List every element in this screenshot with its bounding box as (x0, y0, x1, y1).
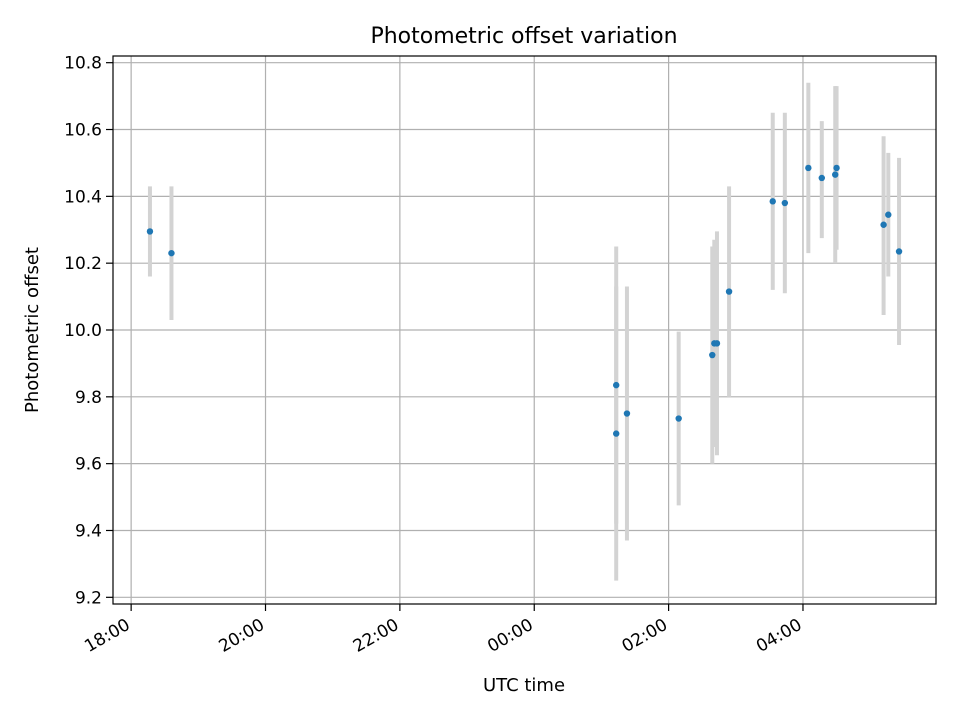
y-tick-label: 9.4 (75, 521, 102, 541)
chart-title: Photometric offset variation (370, 24, 677, 49)
data-point (885, 211, 892, 218)
data-point (832, 171, 839, 178)
y-axis-label: Photometric offset (22, 247, 43, 413)
data-point (623, 410, 631, 417)
data-point (725, 288, 733, 295)
data-point (713, 340, 721, 347)
data-point (781, 199, 789, 207)
y-tick-label: 10.0 (64, 321, 102, 341)
y-tick-label: 10.8 (64, 54, 102, 74)
data-point (613, 381, 620, 389)
y-axis: 9.2 9.4 9.6 9.8 10.0 10.2 10.4 10.6 10.8 (64, 54, 113, 608)
y-tick-label: 10.6 (64, 121, 102, 141)
data-point (168, 249, 175, 257)
y-tick-label: 10.4 (64, 187, 102, 207)
y-tick-label: 9.6 (75, 455, 102, 475)
data-point (613, 430, 620, 437)
x-axis-label: UTC time (483, 675, 565, 696)
data-point (709, 351, 716, 359)
data-point (769, 198, 776, 205)
y-tick-label: 10.2 (64, 254, 102, 274)
data-point (880, 221, 887, 228)
grid (113, 56, 936, 604)
y-tick-label: 9.2 (75, 588, 102, 608)
data-point (895, 248, 903, 255)
data-point (818, 174, 825, 182)
data-point (675, 415, 682, 422)
data-point (805, 164, 812, 172)
y-tick-label: 9.8 (75, 388, 102, 408)
data-point (833, 164, 840, 172)
data-points (146, 164, 903, 437)
data-point (146, 228, 154, 235)
